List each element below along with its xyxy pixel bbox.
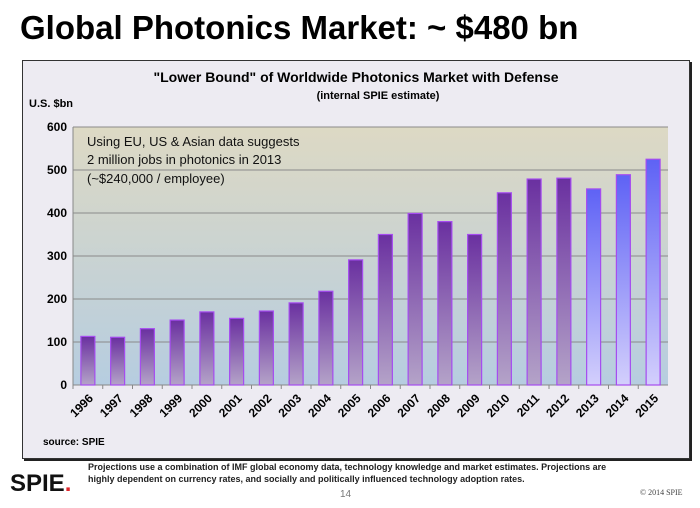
chart-subtitle: (internal SPIE estimate) <box>317 90 440 102</box>
bar-2010 <box>496 192 512 386</box>
chart-title: "Lower Bound" of Worldwide Photonics Mar… <box>153 69 558 85</box>
x-tick-label: 2010 <box>484 391 513 420</box>
x-tick-label: 1997 <box>97 391 126 420</box>
bar-2009 <box>467 233 483 386</box>
bar-2007 <box>407 212 423 386</box>
x-tick-label: 2000 <box>186 391 215 420</box>
chart-container: "Lower Bound" of Worldwide Photonics Mar… <box>22 60 690 459</box>
slide-title: Global Photonics Market: ~ $480 bn <box>20 9 579 46</box>
y-tick-label: 0 <box>60 378 67 392</box>
x-tick-label: 2013 <box>573 391 602 420</box>
x-tick-label: 1998 <box>127 391 156 420</box>
bar-1998 <box>139 328 155 386</box>
y-tick-label: 600 <box>47 120 67 134</box>
bar-2011 <box>526 178 542 386</box>
y-tick-label: 400 <box>47 206 67 220</box>
bar-2014 <box>615 174 631 386</box>
x-tick-label: 2003 <box>275 391 304 420</box>
source-note: source: SPIE <box>43 437 105 448</box>
y-tick-label: 200 <box>47 292 67 306</box>
x-tick-label: 2004 <box>305 391 334 420</box>
bar-2005 <box>348 259 364 386</box>
bar-1997 <box>110 336 126 386</box>
bar-2006 <box>377 233 393 386</box>
bar-2015 <box>645 158 661 386</box>
annotation-line: (~$240,000 / employee) <box>87 171 225 186</box>
y-tick-label: 300 <box>47 249 67 263</box>
y-axis-label: U.S. $bn <box>29 98 73 110</box>
x-tick-label: 2015 <box>632 391 661 420</box>
copyright: © 2014 SPIE <box>640 488 683 497</box>
y-tick-label: 100 <box>47 335 67 349</box>
bar-1996 <box>80 335 96 386</box>
page-number: 14 <box>340 489 352 500</box>
x-tick-label: 2011 <box>514 391 543 420</box>
bar-2001 <box>229 317 245 386</box>
annotation-line: Using EU, US & Asian data suggests <box>87 134 300 149</box>
spie-logo: SPIE. <box>10 470 72 497</box>
x-tick-label: 2008 <box>424 391 453 420</box>
footnote: Projections use a combination of IMF glo… <box>88 462 607 484</box>
x-tick-label: 2001 <box>216 391 245 420</box>
x-tick-label: 2006 <box>365 391 394 420</box>
bar-2012 <box>556 177 572 386</box>
annotation: Using EU, US & Asian data suggests 2 mil… <box>87 134 300 186</box>
bar-2003 <box>288 302 304 386</box>
bar-2004 <box>318 290 334 386</box>
bar-chart: "Lower Bound" of Worldwide Photonics Mar… <box>29 69 668 448</box>
x-tick-label: 2002 <box>246 391 275 420</box>
annotation-line: 2 million jobs in photonics in 2013 <box>87 152 281 167</box>
bar-2013 <box>586 188 602 386</box>
bar-2000 <box>199 311 215 386</box>
bar-1999 <box>169 319 185 386</box>
bar-2008 <box>437 221 453 386</box>
y-tick-label: 500 <box>47 163 67 177</box>
x-tick-label: 1996 <box>67 391 96 420</box>
bar-2002 <box>258 310 274 386</box>
x-tick-label: 2007 <box>394 391 423 420</box>
x-tick-label: 2005 <box>335 391 364 420</box>
x-tick-label: 2014 <box>603 391 632 420</box>
x-tick-label: 1999 <box>156 391 185 420</box>
x-tick-label: 2009 <box>454 391 483 420</box>
x-tick-label: 2012 <box>543 391 572 420</box>
